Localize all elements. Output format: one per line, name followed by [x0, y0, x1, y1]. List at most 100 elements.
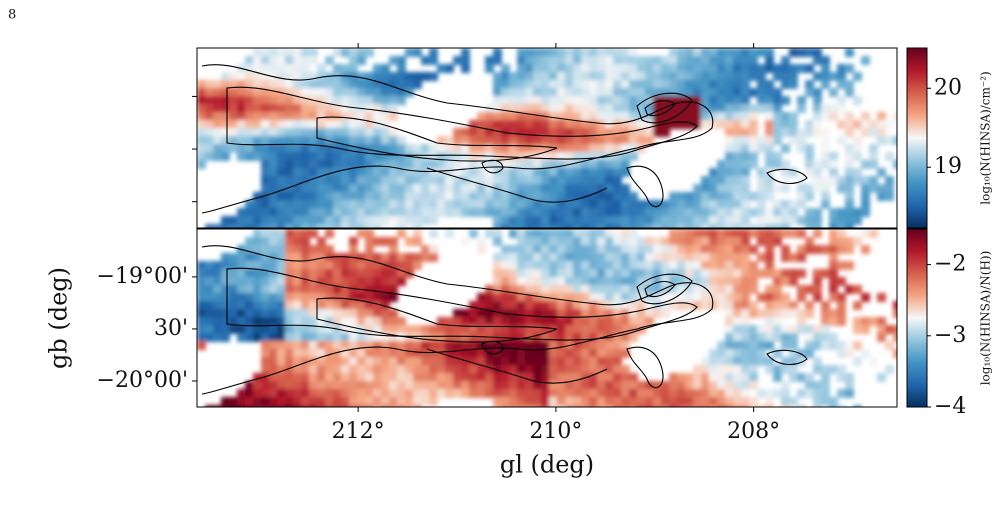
- map-pixel: [301, 301, 310, 310]
- map-pixel: [573, 333, 582, 342]
- map-pixel: [341, 293, 350, 302]
- map-pixel: [613, 277, 622, 286]
- map-pixel: [621, 48, 630, 57]
- map-pixel: [861, 208, 870, 217]
- map-pixel: [861, 229, 870, 238]
- map-pixel: [349, 365, 358, 374]
- map-pixel: [213, 88, 222, 97]
- map-pixel: [733, 56, 742, 65]
- map-pixel: [349, 104, 358, 113]
- map-pixel: [701, 253, 710, 262]
- map-pixel: [589, 389, 598, 398]
- map-pixel: [757, 349, 766, 358]
- map-pixel: [477, 381, 486, 390]
- map-pixel: [397, 253, 406, 262]
- map-pixel: [549, 72, 558, 81]
- map-pixel: [645, 88, 654, 97]
- map-pixel: [773, 293, 782, 302]
- map-pixel: [477, 245, 486, 254]
- map-pixel: [253, 152, 262, 161]
- map-pixel: [445, 229, 454, 238]
- map-pixel: [541, 397, 550, 406]
- map-pixel: [285, 128, 294, 137]
- map-pixel: [485, 192, 494, 201]
- map-pixel: [341, 325, 350, 334]
- map-pixel: [829, 88, 838, 97]
- map-pixel: [229, 325, 238, 334]
- map-pixel: [285, 64, 294, 73]
- map-pixel: [717, 405, 726, 407]
- map-pixel: [213, 144, 222, 153]
- map-pixel: [813, 48, 822, 57]
- map-pixel: [605, 349, 614, 358]
- map-pixel: [605, 309, 614, 318]
- map-pixel: [781, 168, 790, 177]
- map-pixel: [573, 261, 582, 270]
- map-pixel: [565, 333, 574, 342]
- map-pixel: [485, 64, 494, 73]
- map-pixel: [541, 128, 550, 137]
- map-pixel: [573, 120, 582, 129]
- map-pixel: [261, 56, 270, 65]
- map-pixel: [749, 365, 758, 374]
- map-pixel: [853, 136, 862, 145]
- map-pixel: [565, 285, 574, 294]
- map-pixel: [525, 112, 534, 121]
- map-pixel: [269, 261, 278, 270]
- map-pixel: [253, 237, 262, 246]
- map-pixel: [541, 208, 550, 217]
- map-pixel: [245, 152, 254, 161]
- map-pixel: [253, 373, 262, 382]
- map-pixel: [781, 224, 790, 228]
- map-pixel: [405, 224, 414, 228]
- map-pixel: [277, 160, 286, 169]
- map-pixel: [349, 56, 358, 65]
- map-pixel: [573, 200, 582, 209]
- map-pixel: [317, 96, 326, 105]
- map-pixel: [701, 389, 710, 398]
- map-pixel: [285, 192, 294, 201]
- map-pixel: [373, 96, 382, 105]
- map-pixel: [797, 405, 806, 407]
- map-pixel: [789, 120, 798, 129]
- map-pixel: [237, 72, 246, 81]
- map-pixel: [861, 176, 870, 185]
- map-pixel: [653, 200, 662, 209]
- map-pixel: [437, 325, 446, 334]
- map-pixel: [669, 216, 678, 225]
- contour-line: [481, 340, 504, 355]
- map-pixel: [861, 325, 870, 334]
- map-pixel: [477, 144, 486, 153]
- map-pixel: [701, 277, 710, 286]
- map-pixel: [309, 144, 318, 153]
- map-pixel: [773, 309, 782, 318]
- map-pixel: [509, 269, 518, 278]
- map-pixel: [485, 160, 494, 169]
- map-pixel: [485, 373, 494, 382]
- map-pixel: [685, 373, 694, 382]
- map-pixel: [477, 184, 486, 193]
- map-pixel: [469, 349, 478, 358]
- map-pixel: [805, 301, 814, 310]
- map-pixel: [293, 80, 302, 89]
- map-pixel: [661, 80, 670, 89]
- map-pixel: [573, 245, 582, 254]
- map-pixel: [837, 373, 846, 382]
- map-pixel: [541, 56, 550, 65]
- map-pixel: [525, 357, 534, 366]
- map-pixel: [533, 245, 542, 254]
- map-pixel: [661, 253, 670, 262]
- map-pixel: [685, 104, 694, 113]
- map-pixel: [661, 72, 670, 81]
- map-pixel: [309, 72, 318, 81]
- map-pixel: [741, 237, 750, 246]
- map-pixel: [725, 120, 734, 129]
- map-pixel: [557, 333, 566, 342]
- map-pixel: [741, 152, 750, 161]
- map-pixel: [333, 373, 342, 382]
- map-pixel: [621, 224, 630, 228]
- map-pixel: [453, 317, 462, 326]
- map-pixel: [293, 261, 302, 270]
- map-pixel: [813, 112, 822, 121]
- map-pixel: [701, 48, 710, 57]
